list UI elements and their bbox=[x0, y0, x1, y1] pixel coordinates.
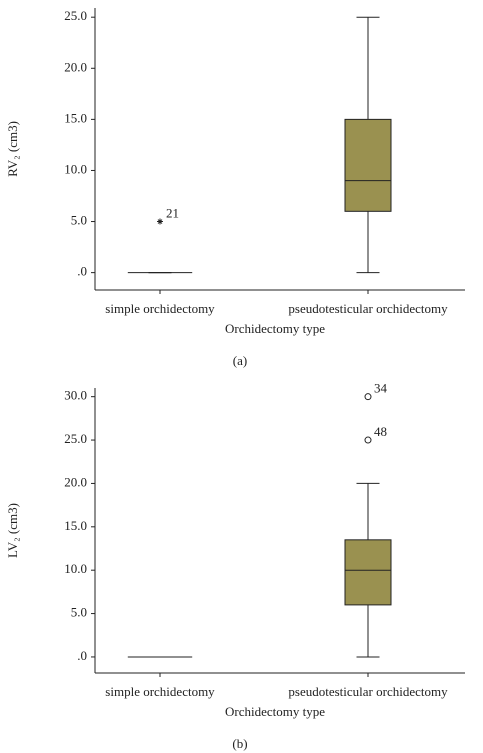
outlier-label: 21 bbox=[166, 206, 179, 221]
box bbox=[344, 118, 392, 212]
x-tick-label: pseudotesticular orchidectomy bbox=[288, 684, 448, 699]
y-tick-label: 15.0 bbox=[64, 518, 87, 533]
outlier bbox=[157, 218, 163, 225]
y-tick-label: 25.0 bbox=[64, 8, 87, 23]
outlier bbox=[364, 393, 372, 401]
y-tick-label: 20.0 bbox=[64, 474, 87, 489]
caption: (a) bbox=[233, 353, 247, 368]
y-tick-label: 5.0 bbox=[71, 213, 87, 228]
outlier bbox=[364, 436, 372, 444]
x-tick-label: simple orchidectomy bbox=[105, 684, 215, 699]
y-tick-label: 30.0 bbox=[64, 388, 87, 403]
outlier-label: 48 bbox=[374, 424, 387, 439]
outlier-label: 34 bbox=[374, 381, 388, 396]
box bbox=[344, 539, 392, 606]
x-axis-label: Orchidectomy type bbox=[225, 321, 325, 336]
y-axis-label: LV₂ (cm3) bbox=[5, 503, 20, 558]
x-tick-label: pseudotesticular orchidectomy bbox=[288, 301, 448, 316]
y-tick-label: .0 bbox=[77, 264, 87, 279]
y-tick-label: 15.0 bbox=[64, 110, 87, 125]
x-axis-label: Orchidectomy type bbox=[225, 704, 325, 719]
y-tick-label: .0 bbox=[77, 648, 87, 663]
y-tick-label: 5.0 bbox=[71, 605, 87, 620]
y-tick-label: 25.0 bbox=[64, 431, 87, 446]
y-tick-label: 20.0 bbox=[64, 59, 87, 74]
y-tick-label: 10.0 bbox=[64, 161, 87, 176]
y-tick-label: 10.0 bbox=[64, 561, 87, 576]
x-tick-label: simple orchidectomy bbox=[105, 301, 215, 316]
y-axis-label: RV₂ (cm3) bbox=[5, 121, 20, 177]
caption: (b) bbox=[232, 736, 247, 751]
